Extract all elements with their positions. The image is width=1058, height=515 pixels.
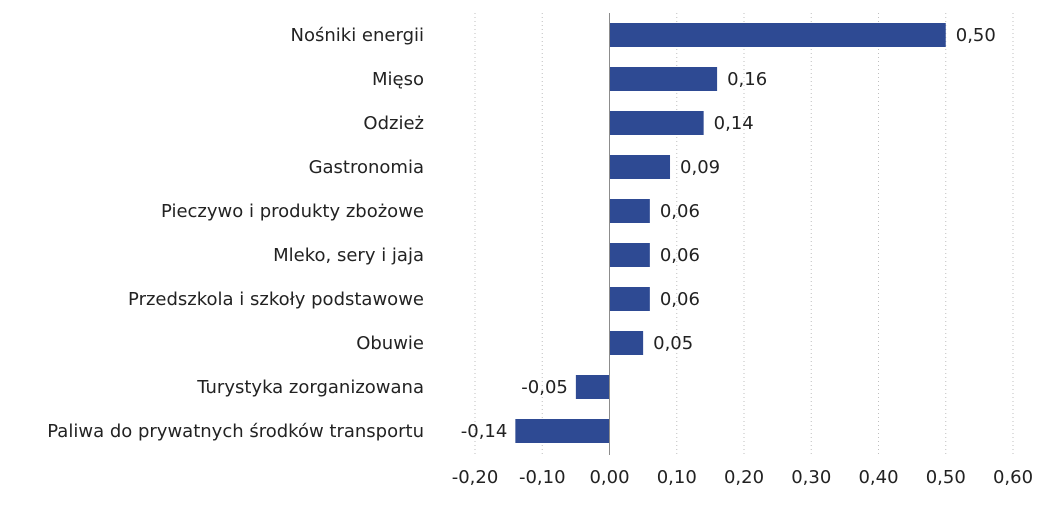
bar: [609, 331, 644, 355]
category-label: Paliwa do prywatnych środków transportu: [47, 421, 424, 442]
bar: [609, 287, 650, 311]
category-label: Mięso: [372, 69, 424, 90]
category-label: Obuwie: [356, 333, 424, 354]
category-labels: Nośniki energii Mięso Odzież Gastronomia Pie…: [47, 25, 424, 442]
x-tick-label: 0,50: [926, 467, 966, 488]
grid-lines: [474, 13, 1014, 455]
bars: [515, 23, 946, 443]
value-label: -0,05: [521, 377, 568, 398]
value-label: 0,05: [653, 333, 693, 354]
bar: [609, 23, 946, 47]
x-tick-label: 0,30: [791, 467, 831, 488]
category-label: Przedszkola i szkoły podstawowe: [128, 289, 424, 310]
x-tick-label: 0,00: [589, 467, 629, 488]
bar: [609, 67, 718, 91]
bar: [575, 375, 610, 399]
x-axis-tick-labels: -0,20 -0,10 0,00 0,10 0,20 0,30 0,40 0,50 0,60: [452, 467, 1033, 488]
value-label: 0,50: [956, 25, 996, 46]
value-label: 0,09: [680, 157, 720, 178]
category-label: Odzież: [363, 113, 424, 134]
bar: [609, 111, 704, 135]
value-label: 0,06: [660, 289, 700, 310]
category-label: Pieczywo i produkty zbożowe: [161, 201, 424, 222]
value-label: 0,14: [714, 113, 754, 134]
category-label: Mleko, sery i jaja: [273, 245, 424, 266]
value-label: 0,16: [727, 69, 767, 90]
x-tick-label: -0,20: [452, 467, 499, 488]
x-tick-label: 0,10: [657, 467, 697, 488]
value-label: 0,06: [660, 245, 700, 266]
x-tick-label: 0,60: [993, 467, 1033, 488]
x-tick-label: -0,10: [519, 467, 566, 488]
category-label: Gastronomia: [309, 157, 424, 178]
value-labels: 0,50 0,16 0,14 0,09 0,06 0,06 0,06 0,05 -0,05 -0,…: [461, 25, 996, 442]
category-label: Nośniki energii: [291, 25, 424, 46]
x-tick-label: 0,20: [724, 467, 764, 488]
value-label: 0,06: [660, 201, 700, 222]
bar: [609, 155, 671, 179]
bar: [609, 243, 650, 267]
bar: [609, 199, 650, 223]
bar: [515, 419, 610, 443]
value-label: -0,14: [461, 421, 508, 442]
category-label: Turystyka zorganizowana: [196, 377, 424, 398]
x-tick-label: 0,40: [858, 467, 898, 488]
